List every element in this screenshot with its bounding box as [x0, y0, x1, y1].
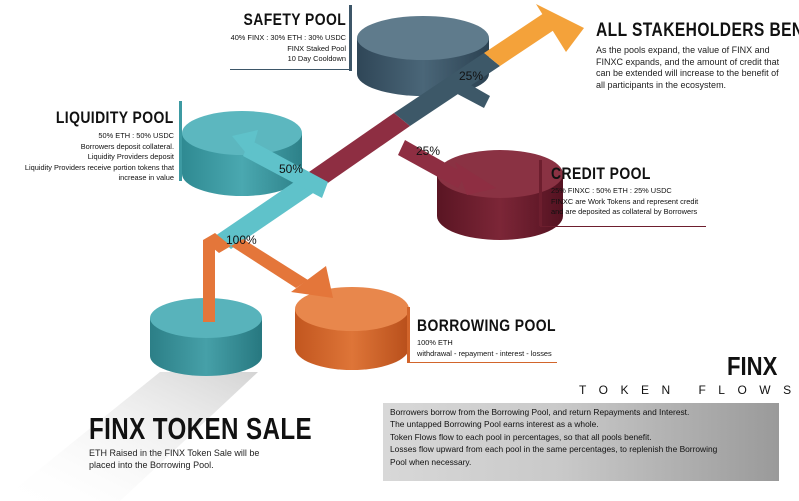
- borrowing-percentage: 100%: [226, 233, 257, 247]
- stakeholders-line: can be extended will increase to the ben…: [596, 68, 779, 79]
- liquidity-percentage: 50%: [279, 162, 304, 176]
- credit-accent-bar: [539, 160, 542, 226]
- liquidity-pool-cylinder: [182, 111, 302, 196]
- safety-pool-line: FINX Staked Pool: [287, 43, 346, 53]
- info-line: Token Flows flow to each pool in percent…: [390, 431, 652, 442]
- info-line: The untapped Borrowing Pool earns intere…: [390, 419, 599, 430]
- info-box: Borrowers borrow from the Borrowing Pool…: [383, 403, 779, 481]
- token-sale-block: FINX TOKEN SALE ETH Raised in the FINX T…: [89, 411, 329, 470]
- token-sale-line: ETH Raised in the FINX Token Sale will b…: [89, 448, 260, 458]
- borrowing-accent-bar: [407, 307, 410, 363]
- stakeholders-line: all participants in the ecosystem.: [596, 79, 727, 90]
- credit-pool-line: FINXC are Work Tokens and represent cred…: [551, 196, 699, 206]
- safety-rule: [230, 69, 352, 70]
- safety-pool-line: 40% FINX : 30% ETH : 30% USDC: [230, 33, 346, 42]
- liquidity-pool-line: increase in value: [118, 173, 174, 182]
- credit-percentage: 25%: [416, 144, 441, 158]
- borrowing-pool-block: BORROWING POOL 100% ETH withdrawal - rep…: [417, 316, 617, 358]
- safety-branch-arrow: [448, 76, 490, 108]
- stakeholders-block: ALL STAKEHOLDERS BENEFIT As the pools ex…: [596, 20, 799, 90]
- borrowing-pool-line: 100% ETH: [417, 338, 453, 347]
- credit-pool-line: 25% FINXC : 50% ETH : 25% USDC: [551, 186, 672, 195]
- credit-pool-title: CREDIT POOL: [551, 164, 651, 183]
- brand-title: FINX: [727, 351, 778, 381]
- brand-subtitle: TOKEN FLOWS: [579, 383, 799, 397]
- borrowing-rule: [407, 362, 557, 363]
- info-line: Pool when necessary.: [390, 456, 472, 467]
- liquidity-pool-line: Liquidity Providers deposit: [87, 152, 174, 161]
- liquidity-pool-line: Borrowers deposit collateral.: [80, 141, 174, 151]
- credit-rule: [540, 226, 706, 227]
- credit-pool-block: CREDIT POOL 25% FINXC : 50% ETH : 25% US…: [551, 164, 751, 216]
- stakeholders-line: FINXC expands, and the amount of credit …: [596, 56, 780, 67]
- token-sale-title: FINX TOKEN SALE: [89, 411, 313, 446]
- liquidity-pool-line: Liquidity Providers receive portion toke…: [24, 162, 174, 172]
- credit-pool-line: and are deposited as collateral by Borro…: [551, 207, 698, 216]
- borrowing-pool-line: withdrawal - repayment - interest - loss…: [417, 348, 552, 358]
- info-line: Borrowers borrow from the Borrowing Pool…: [390, 407, 690, 417]
- liquidity-branch-arrow: [232, 130, 328, 198]
- safety-percentage: 25%: [459, 69, 484, 83]
- credit-branch-arrow: [398, 140, 496, 195]
- safety-pool-title: SAFETY POOL: [243, 10, 346, 29]
- liquidity-pool-title: LIQUIDITY POOL: [56, 108, 174, 127]
- borrowing-flow-arrow: [203, 233, 333, 322]
- liquidity-accent-bar: [179, 101, 182, 181]
- stakeholders-title: ALL STAKEHOLDERS BENEFIT: [596, 20, 799, 41]
- borrowing-pool-cylinder: [295, 287, 409, 370]
- token-sale-line: placed into the Borrowing Pool.: [89, 459, 214, 470]
- liquidity-pool-line: 50% ETH : 50% USDC: [98, 131, 174, 140]
- info-line: Losses flow upward from each pool in the…: [390, 444, 718, 455]
- token-sale-shadow: [0, 372, 258, 501]
- borrowing-pool-title: BORROWING POOL: [417, 316, 556, 335]
- main-flow-arrow: [215, 4, 584, 249]
- safety-pool-line: 10 Day Cooldown: [287, 54, 346, 63]
- safety-accent-bar: [349, 5, 352, 71]
- stakeholders-line: As the pools expand, the value of FINX a…: [596, 45, 770, 55]
